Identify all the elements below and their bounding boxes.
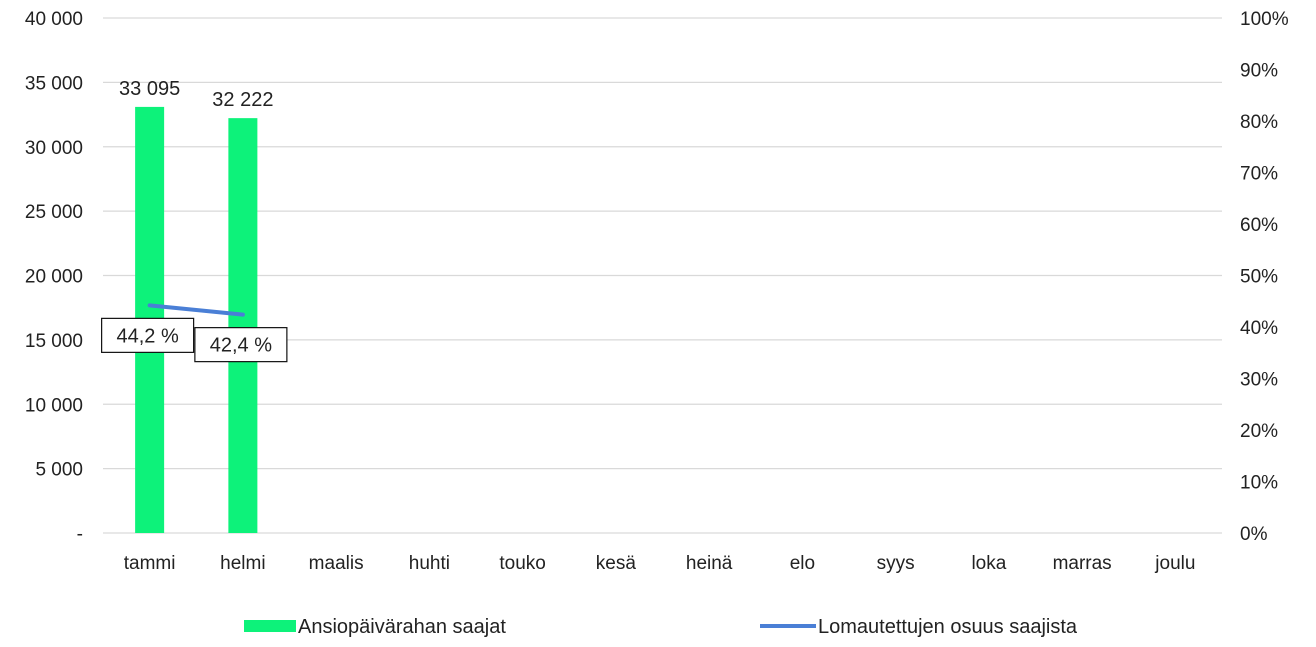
x-axis-ticks: tammi helmi maalis huhti touko kesä heinä elo sy… [124,553,1196,574]
y-left-tick-label: 35 000 [25,73,83,94]
y-left-tick-label: 20 000 [25,267,83,288]
x-tick-label: helmi [220,553,265,574]
y-right-tick-label: 20% [1240,421,1278,442]
y-left-tick-label: 10 000 [25,395,83,416]
y-left-tick-label: - [77,524,83,545]
y-right-tick-label: 100% [1240,9,1289,30]
x-tick-label: joulu [1154,553,1195,574]
gridlines [103,17,1222,534]
y-right-tick-label: 10% [1240,473,1278,494]
y-right-tick-label: 40% [1240,318,1278,339]
y-right-tick-label: 50% [1240,267,1278,288]
line-label-text: 44,2 % [116,325,178,347]
y-right-tick-label: 60% [1240,215,1278,236]
line-label-text: 42,4 % [210,335,272,357]
x-tick-label: heinä [686,553,733,574]
y-right-tick-label: 70% [1240,164,1278,185]
y-left-tick-label: 30 000 [25,138,83,159]
x-tick-label: syys [877,553,915,574]
left-axis-ticks: - 5 000 10 000 15 000 20 000 25 000 30 000 35 0… [25,9,83,545]
y-left-tick-label: 15 000 [25,331,83,352]
x-tick-label: kesä [596,553,637,574]
legend-label-bar: Ansiopäivärahan saajat [298,616,506,638]
legend: Ansiopäivärahan saajat Lomautettujen osu… [244,616,1078,638]
y-right-tick-label: 90% [1240,61,1278,82]
bar [228,118,258,533]
y-left-tick-label: 5 000 [35,460,83,481]
legend-label-line: Lomautettujen osuus saajista [818,616,1078,638]
bar-series [135,106,258,533]
x-tick-label: loka [971,553,1006,574]
x-tick-label: marras [1053,553,1112,574]
y-left-tick-label: 25 000 [25,202,83,223]
y-right-tick-label: 30% [1240,370,1278,391]
x-tick-label: touko [499,553,545,574]
y-right-tick-label: 80% [1240,112,1278,133]
line-label-box [101,317,195,353]
line-value-label: 42,4 % [194,327,288,363]
x-tick-label: maalis [309,553,364,574]
line-series [147,303,245,317]
legend-swatch-bar [244,620,296,632]
right-axis-ticks: 0% 10% 20% 30% 40% 50% 60% 70% 80% 90% 100% [1240,9,1289,545]
line-label-box [194,327,288,363]
x-tick-label: elo [790,553,815,574]
bar-value-labels: 33 095 32 222 [119,78,273,111]
line-path [147,303,245,317]
x-tick-label: huhti [409,553,450,574]
x-tick-label: tammi [124,553,176,574]
bar-value-label: 32 222 [212,89,273,111]
bar-value-label: 33 095 [119,78,180,100]
line-value-labels: 44,2 % 42,4 % [101,317,288,363]
y-right-tick-label: 0% [1240,524,1268,545]
line-value-label: 44,2 % [101,317,195,353]
y-left-tick-label: 40 000 [25,9,83,30]
